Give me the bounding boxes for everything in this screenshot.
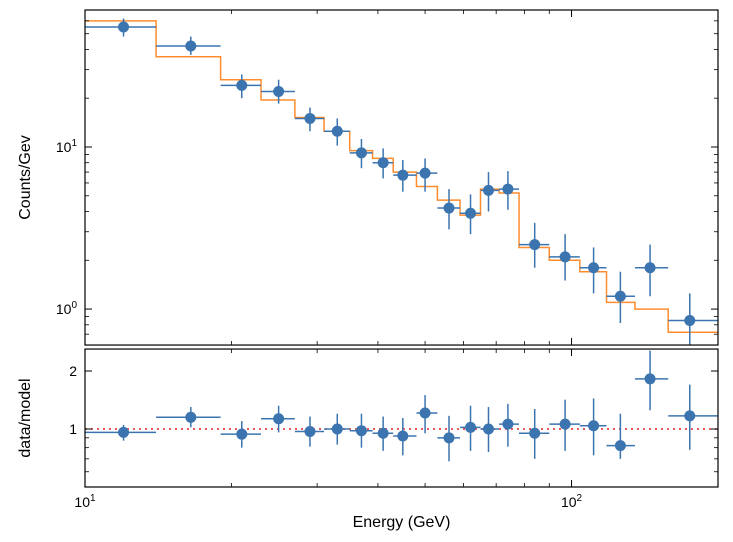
y-tick-label: 101 — [56, 138, 78, 155]
data-point — [273, 86, 284, 97]
data-point — [273, 413, 284, 424]
data-point — [588, 420, 599, 431]
data-point — [645, 262, 656, 273]
chart-svg: 100 101 Counts/Gev 101 102 1 2 data/model Energy… — [0, 0, 733, 542]
data-point — [684, 315, 695, 326]
data-point — [465, 208, 476, 219]
data-point — [615, 440, 626, 451]
x-axis-label: Energy (GeV) — [353, 514, 451, 531]
data-point — [645, 373, 656, 384]
y-tick-label: 1 — [69, 421, 77, 437]
data-point — [304, 113, 315, 124]
data-point — [483, 185, 494, 196]
y-tick-label: 2 — [69, 363, 77, 379]
data-point — [356, 147, 367, 158]
data-point — [420, 168, 431, 179]
data-point — [684, 410, 695, 421]
data-point — [356, 425, 367, 436]
data-point — [444, 432, 455, 443]
data-point — [588, 262, 599, 273]
y-axis-label: Counts/Gev — [17, 135, 34, 219]
data-point — [420, 408, 431, 419]
data-point — [560, 419, 571, 430]
data-point — [118, 21, 129, 32]
data-point — [529, 428, 540, 439]
data-point — [560, 251, 571, 262]
x-tick-label: 101 — [74, 493, 96, 510]
spectrum-figure: 100 101 Counts/Gev 101 102 1 2 data/model Energy… — [0, 0, 733, 542]
data-point — [185, 412, 196, 423]
data-point — [483, 423, 494, 434]
y-axis-label: data/model — [17, 378, 34, 457]
data-point — [118, 427, 129, 438]
data-point — [378, 157, 389, 168]
data-point — [615, 291, 626, 302]
data-point — [465, 422, 476, 433]
data-point — [397, 430, 408, 441]
data-point — [332, 423, 343, 434]
data-point — [304, 426, 315, 437]
data-point — [529, 239, 540, 250]
y-tick-label: 100 — [56, 300, 78, 317]
data-point — [332, 126, 343, 137]
x-tick-label: 102 — [561, 493, 583, 510]
data-point — [236, 80, 247, 91]
data-point — [397, 170, 408, 181]
data-point — [378, 428, 389, 439]
data-point — [502, 184, 513, 195]
data-point — [185, 40, 196, 51]
data-point — [236, 429, 247, 440]
data-point — [444, 203, 455, 214]
data-point — [502, 419, 513, 430]
